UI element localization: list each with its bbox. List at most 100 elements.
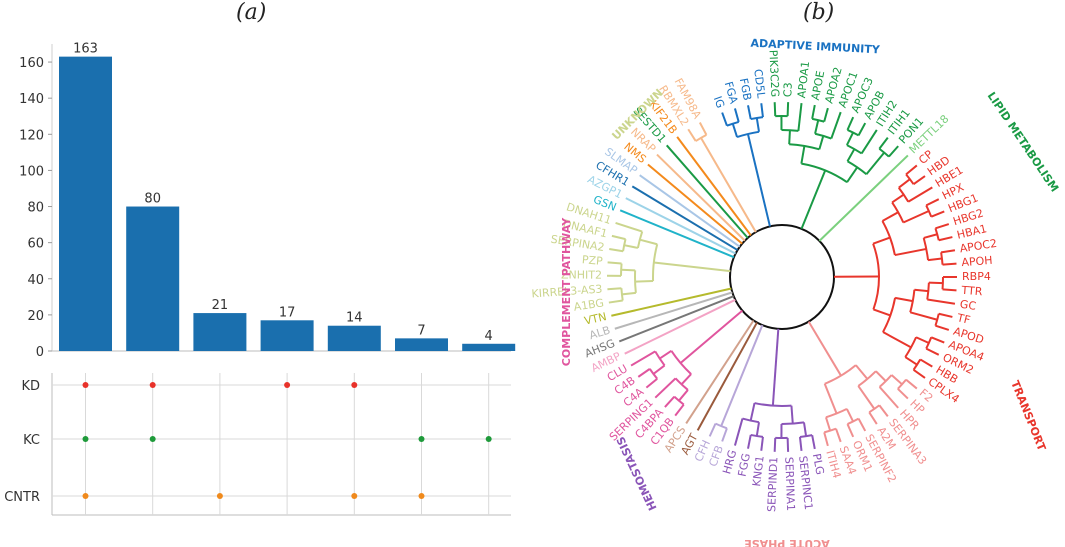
dendrogram-branch [733, 418, 744, 446]
membership-dot [284, 382, 291, 388]
leaf-label: RBP4 [962, 270, 991, 283]
y-tick-label: 160 [19, 56, 44, 71]
dendrogram-branch [773, 102, 777, 117]
category-label: TRANSPORT [1008, 379, 1048, 453]
dendrogram-branch [942, 288, 957, 292]
dendrogram-branch [637, 368, 651, 378]
dendrogram-branch [818, 154, 909, 242]
dendrogram-branch [721, 112, 728, 127]
dendrogram-branch [835, 428, 842, 443]
dendrogram-branch [621, 268, 636, 272]
leaf-label: SERPINC1 [796, 455, 815, 510]
dendrogram-branch [898, 178, 911, 189]
dendrogram-arc [652, 244, 659, 282]
dendrogram-branch [687, 128, 697, 142]
dendrogram-branch [927, 257, 943, 262]
dendrogram-branch [868, 411, 878, 425]
dendrogram-branch [621, 291, 636, 296]
dendrogram-branch [639, 174, 741, 248]
dendrogram-arc [868, 404, 880, 414]
category-label: LIPID METABOLISM [985, 90, 1062, 195]
dendrogram-branch [664, 395, 676, 408]
y-tick-label: 100 [19, 164, 44, 179]
dendrogram-branch [608, 299, 623, 304]
dendrogram-branch [857, 385, 876, 410]
dendrogram-branch [747, 105, 752, 120]
membership-dot [82, 493, 89, 499]
leaf-label: KIRREL3-AS3 [531, 283, 603, 301]
dendrogram-branch [611, 287, 732, 317]
dendrogram-arc [925, 336, 933, 350]
leaf-label: SERPINA1 [782, 457, 797, 512]
dendrogram-branch [823, 107, 829, 122]
dendrogram-branch [830, 111, 842, 139]
dendrogram-branch [807, 321, 842, 377]
bar [193, 313, 247, 351]
bar [462, 343, 516, 351]
dendrogram-branch [696, 322, 758, 431]
dendrogram-branch [811, 434, 816, 450]
category-label: COMPLEMENT PATHWAY [560, 217, 573, 366]
dendrogram-branch [700, 137, 757, 233]
dendrogram-branch [930, 336, 945, 344]
dendrogram-branch [798, 436, 803, 452]
dendrogram-branch [875, 370, 887, 382]
dendrogram-branch [721, 427, 728, 442]
dendrogram-branch [878, 404, 889, 417]
dendrogram-branch [930, 210, 945, 218]
dendrogram-arc [897, 378, 907, 390]
dendrogram-branch [771, 328, 780, 406]
bar-value-label: 4 [485, 329, 493, 344]
dendrogram-branch [630, 350, 656, 367]
dendrogram-branch [857, 122, 867, 136]
dendrogram-branch [897, 388, 909, 400]
dendrogram-branch [656, 153, 746, 242]
dendrogram-branch [890, 374, 903, 386]
dendrogram-branch [639, 238, 658, 246]
dendrogram-branch [823, 383, 838, 414]
bar-value-label: 17 [279, 305, 296, 320]
dendrogram-branch [846, 116, 855, 131]
leaf-label: C3 [781, 82, 795, 97]
leaf-label: GC [959, 298, 977, 313]
dendrogram-branch [935, 223, 950, 230]
dendrogram-arc [823, 427, 837, 434]
dendrogram-arc [620, 263, 623, 276]
dendrogram-branch [860, 129, 878, 154]
dendrogram-branch [611, 234, 626, 241]
y-tick-label: 40 [27, 273, 44, 288]
dendrogram-branch [865, 151, 885, 175]
leaf-label: APOA1 [795, 60, 812, 98]
dendrogram-branch [846, 408, 854, 422]
dendrogram-branch [625, 197, 737, 255]
bar-value-label: 14 [346, 311, 363, 326]
bar-value-label: 80 [144, 192, 161, 207]
bar [260, 320, 314, 351]
dendrogram-branch [790, 405, 794, 424]
dendrogram-branch [935, 324, 950, 331]
dendrogram-arc [925, 204, 933, 218]
dendrogram-branch [891, 193, 905, 204]
dendrogram-branch [619, 209, 735, 259]
dendrogram-branch [882, 331, 912, 349]
dendrogram-branch [928, 281, 943, 285]
dendrogram-branch [823, 432, 829, 447]
dendrogram-branch [811, 104, 816, 120]
bar [327, 325, 381, 351]
leaf-label: PIK3C2G [766, 50, 781, 98]
leaf-label: APOE [809, 70, 827, 102]
dendrogram-branch [747, 434, 752, 449]
bar [59, 56, 112, 351]
dendrogram-branch [678, 389, 689, 402]
dendrogram-arc [799, 434, 813, 438]
dendrogram-branch [814, 119, 820, 134]
dendrogram-branch [938, 236, 953, 242]
dendrogram-branch [618, 295, 735, 343]
leaf-label: VTN [583, 310, 608, 328]
dendrogram-branch [607, 261, 622, 265]
bar-value-label: 21 [212, 298, 229, 313]
dendrogram-branch [680, 373, 692, 386]
dendrogram-arc [636, 231, 644, 249]
dendrogram-arc [674, 377, 689, 391]
